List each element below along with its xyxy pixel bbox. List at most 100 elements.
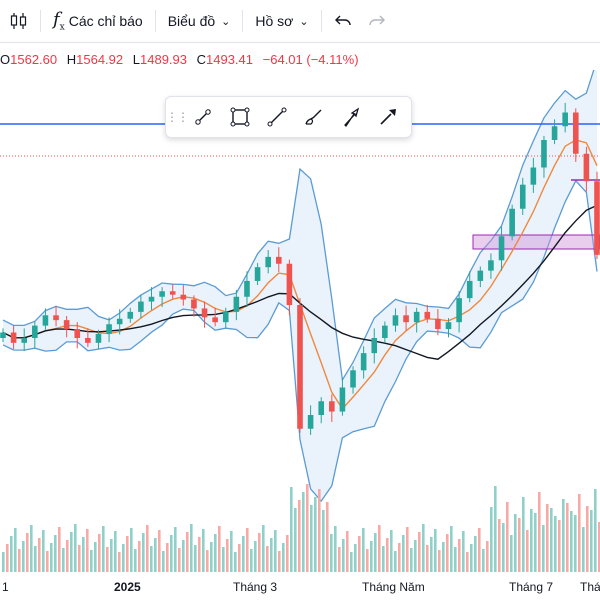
line-tool[interactable]	[258, 101, 295, 133]
volume-bar	[230, 531, 233, 572]
candle-body	[435, 318, 441, 330]
close-value: 1493.41	[206, 52, 254, 67]
high-value: 1564.92	[76, 52, 124, 67]
volume-bar	[526, 530, 529, 572]
toolbar-separator	[40, 10, 41, 32]
volume-bar	[222, 547, 225, 572]
redo-button[interactable]	[360, 0, 394, 42]
time-axis-label: Tháng 7	[509, 580, 554, 594]
volume-bar	[430, 537, 433, 572]
volume-bar	[142, 533, 145, 572]
time-axis-label: Tháng Năm	[362, 580, 425, 594]
candle-body	[466, 280, 473, 299]
volume-bar	[594, 489, 597, 572]
top-toolbar: fx Các chỉ báo Biểu đồ ⌄ Hồ sơ ⌄	[0, 0, 600, 43]
volume-bar	[254, 541, 257, 572]
candle-body	[413, 311, 420, 323]
profile-menu-button[interactable]: Hồ sơ ⌄	[247, 0, 316, 42]
volume-bar	[502, 523, 505, 572]
brush-tool[interactable]	[295, 101, 332, 133]
volume-bar	[118, 552, 121, 572]
volume-bar	[258, 533, 261, 572]
volume-bar	[366, 549, 369, 572]
volume-bar	[350, 552, 353, 572]
chart-menu-button[interactable]: Biểu đồ ⌄	[160, 0, 239, 42]
candle-body	[498, 236, 505, 261]
candle-body	[371, 338, 378, 354]
volume-bar	[202, 529, 205, 572]
candle-body	[201, 308, 208, 318]
volume-bar	[378, 525, 381, 572]
volume-bar	[402, 535, 405, 572]
price-chart[interactable]	[0, 70, 600, 572]
candle-body	[424, 311, 431, 319]
volume-bar	[566, 503, 569, 572]
candle-body	[519, 184, 526, 209]
volume-bar	[282, 543, 285, 572]
candle-chart-type-button[interactable]	[0, 0, 36, 42]
candle-body	[477, 270, 484, 281]
volume-bar	[478, 528, 481, 572]
candle-body	[85, 338, 91, 343]
drawing-toolbar: ⋮⋮	[165, 96, 412, 138]
open-key: O	[0, 52, 11, 67]
volume-bar	[134, 549, 137, 572]
volume-bar	[498, 519, 501, 572]
low-value: 1489.93	[140, 52, 187, 67]
volume-bar	[490, 507, 493, 572]
cursor-tool[interactable]	[369, 101, 406, 133]
volume-bar	[62, 548, 65, 572]
volume-bar	[122, 544, 125, 572]
trend-line-icon	[194, 109, 211, 125]
volume-bar	[174, 527, 177, 572]
volume-bar	[462, 531, 465, 572]
candle-body	[541, 140, 547, 168]
candle-body	[392, 315, 399, 326]
volume-bar	[166, 543, 169, 572]
volume-bar	[146, 525, 149, 572]
volume-bar	[110, 539, 113, 572]
volume-bar	[418, 532, 421, 572]
volume-bar	[86, 529, 89, 572]
volume-bar	[546, 504, 549, 572]
volume-bar	[310, 505, 313, 572]
function-icon: fx	[53, 9, 65, 33]
volume-bar	[162, 551, 165, 572]
time-axis-label: 1	[2, 580, 9, 594]
ohlc-legend: O1562.60 H1564.92 L1489.93 C1493.41 −64.…	[0, 52, 359, 67]
candle-body	[329, 401, 335, 412]
candle-body	[382, 325, 388, 338]
volume-bar	[410, 548, 413, 572]
trend-line-tool[interactable]	[184, 101, 221, 133]
arrow-tool[interactable]	[332, 101, 369, 133]
candle-body	[191, 299, 197, 309]
candle-body	[350, 370, 356, 388]
volume-bar	[90, 550, 93, 572]
candle-body	[148, 296, 155, 302]
undo-button[interactable]	[326, 0, 360, 42]
candle-body	[265, 256, 271, 268]
support-zone-rectangle	[472, 234, 600, 250]
volume-bar	[518, 518, 521, 572]
high-key: H	[66, 52, 77, 67]
candle-body	[169, 291, 176, 295]
volume-bar	[54, 535, 57, 572]
volume-bar	[198, 537, 201, 572]
candle-body	[180, 294, 187, 300]
volume-bar	[554, 516, 557, 572]
indicators-button[interactable]: fx Các chỉ báo	[45, 0, 151, 42]
volume-bar	[234, 552, 237, 572]
volume-bar	[10, 536, 13, 572]
volume-bar	[398, 543, 401, 572]
candle-body	[74, 329, 81, 338]
candle-body	[572, 112, 579, 154]
volume-bar	[78, 545, 81, 572]
volume-bar	[294, 508, 297, 572]
candle-body	[488, 260, 494, 271]
cursor-icon	[379, 109, 396, 125]
volume-bar	[278, 551, 281, 572]
rectangle-tool[interactable]	[221, 101, 258, 133]
drag-handle-icon[interactable]: ⋮⋮	[166, 110, 189, 124]
volume-bar	[226, 539, 229, 572]
arrow-icon	[343, 107, 359, 128]
